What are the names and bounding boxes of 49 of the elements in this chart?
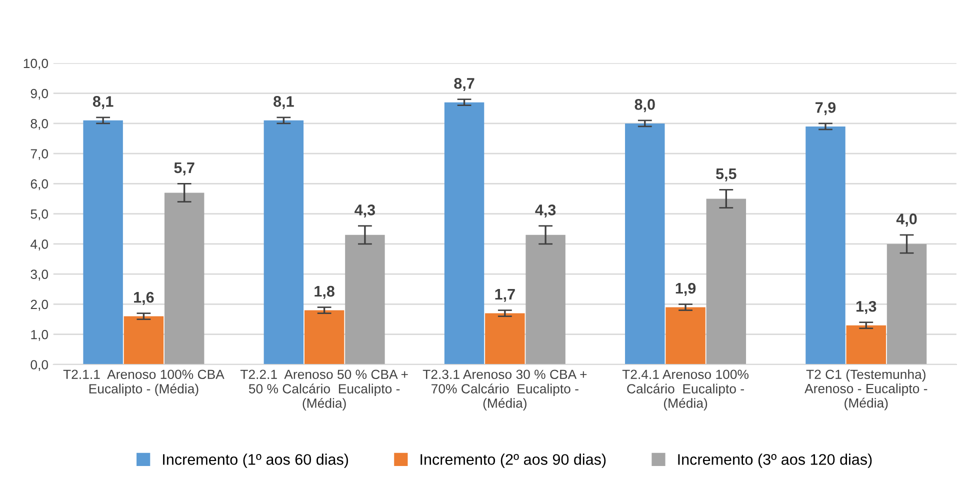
y-tick-label: 3,0 <box>30 270 48 281</box>
data-label: 1,8 <box>314 286 334 299</box>
bar <box>666 307 706 364</box>
data-label: 1,9 <box>676 282 696 296</box>
data-label: 8,0 <box>634 99 655 112</box>
data-label: 5,7 <box>174 162 194 176</box>
x-tick-label: T2.2.1 Arenoso 50 % CBA + 50 % Calcário Eucalipto - (Média) <box>240 370 408 410</box>
x-tick-label: T2 C1 (Testemunha) Arenoso - Eucalipto - (Média) <box>804 369 928 410</box>
y-tick-label: 8,0 <box>30 119 48 130</box>
bar <box>846 325 886 364</box>
bar <box>345 234 385 364</box>
data-label: 4,3 <box>354 204 376 218</box>
bar <box>83 120 123 364</box>
bar <box>124 316 164 364</box>
bar <box>164 192 204 364</box>
x-tick-label: T2.4.1 Arenoso 100% Calcário Eucalipto - (Média) <box>622 370 749 410</box>
y-tick-label: 0,0 <box>30 360 48 371</box>
y-tick-label: 7,0 <box>30 149 48 160</box>
bar <box>264 120 304 364</box>
y-tick-label: 5,0 <box>30 209 48 220</box>
bar <box>625 123 665 364</box>
bar <box>886 244 927 364</box>
y-tick-label: 10,0 <box>24 58 48 70</box>
bar <box>706 198 746 364</box>
y-tick-label: 4,0 <box>30 240 48 250</box>
y-tick-label: 9,0 <box>30 88 48 100</box>
bar <box>304 310 344 364</box>
data-label: 5,5 <box>716 168 736 182</box>
y-tick-label: 6,0 <box>30 179 48 190</box>
data-label: 4,0 <box>896 214 917 227</box>
x-tick-label: T2.1.1 Arenoso 100% CBA Eucalipto - (Média) <box>63 370 224 396</box>
x-tick-label: T2.3.1 Arenoso 30 % CBA + 70% Calcário Eucalipto - (Média) <box>422 370 587 410</box>
data-label: 8,1 <box>274 96 294 110</box>
data-label: 4,3 <box>535 204 556 218</box>
data-label: 1,7 <box>495 289 515 302</box>
data-label: 8,7 <box>454 78 474 91</box>
y-tick-label: 1,0 <box>31 330 48 341</box>
bar <box>806 126 846 364</box>
legend-label: Incremento (3º aos 120 dias) <box>678 454 872 468</box>
bar <box>485 313 525 364</box>
bar <box>526 234 566 364</box>
bar <box>444 102 484 364</box>
legend-label: Incremento (1º aos 60 dias) <box>163 454 348 468</box>
data-label: 8,1 <box>92 96 114 110</box>
data-label: 1,6 <box>134 292 154 305</box>
data-label: 7,9 <box>816 102 836 116</box>
legend-label: Incremento (2º aos 90 dias) <box>420 454 606 468</box>
data-label: 1,3 <box>856 300 876 314</box>
y-tick-label: 2,0 <box>30 300 48 311</box>
